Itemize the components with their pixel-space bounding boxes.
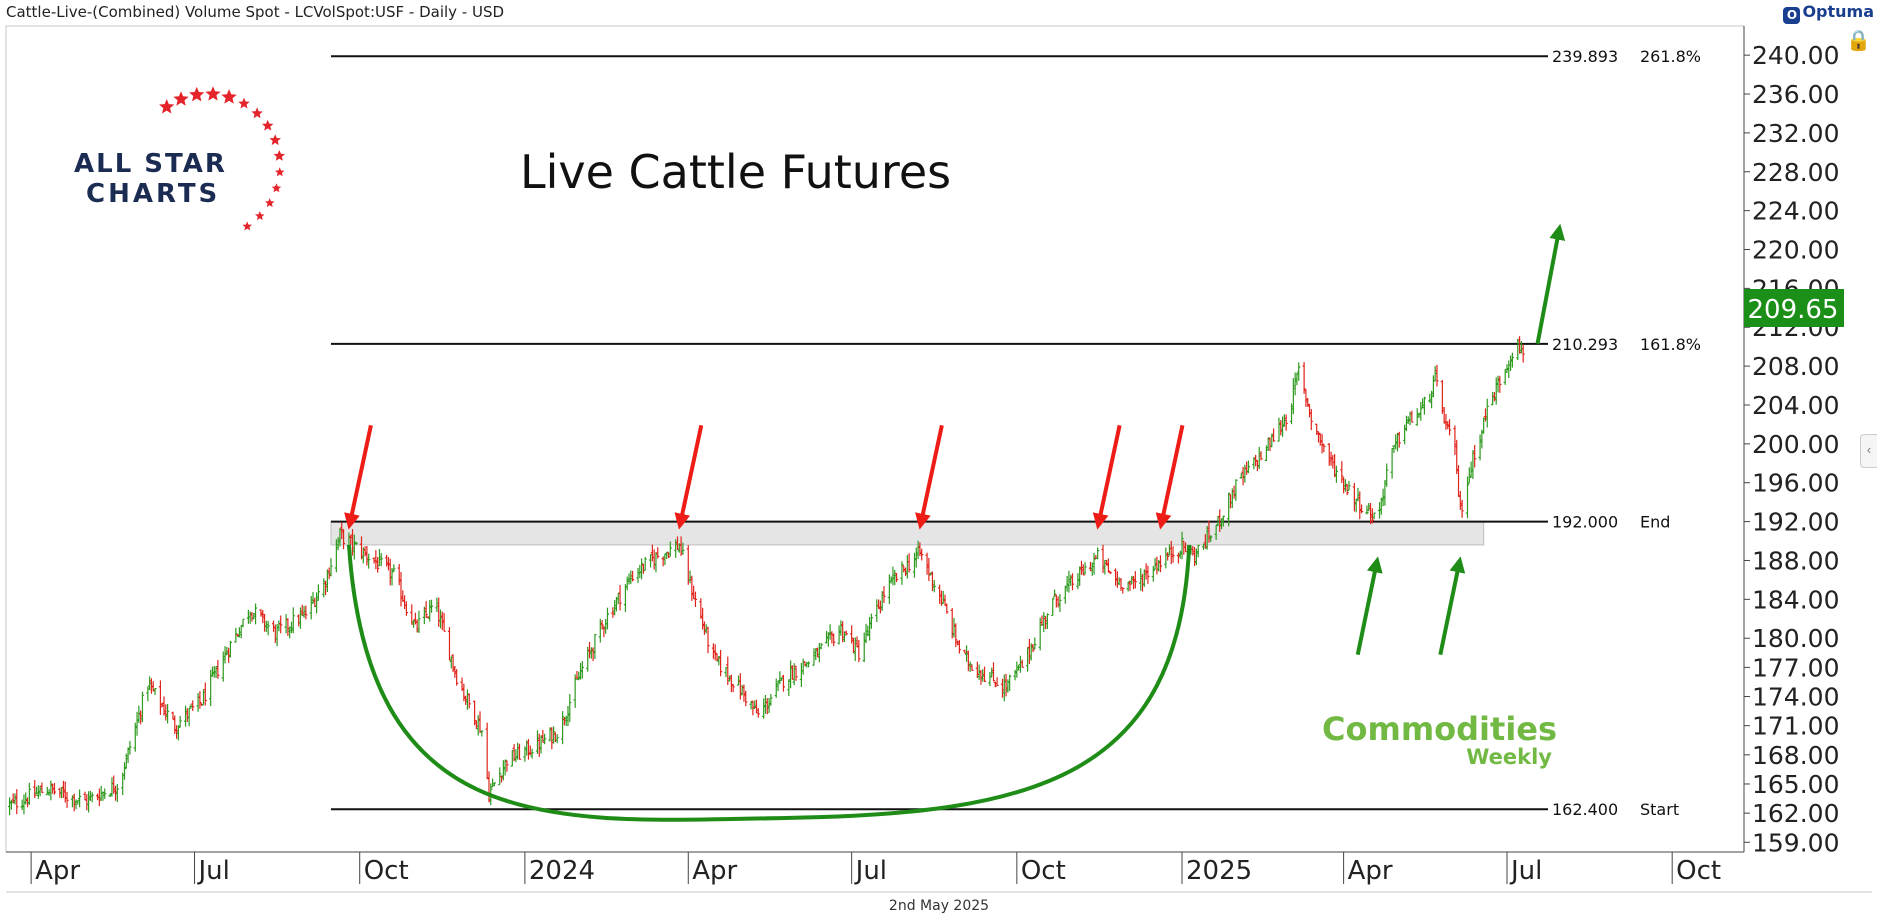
y-tick-label: 224.00 — [1752, 197, 1839, 226]
breakout-arrow — [1535, 223, 1566, 345]
x-tick-label: 2024 — [529, 856, 595, 886]
x-tick-label: Oct — [1021, 856, 1066, 886]
resistance-test-arrow — [1092, 424, 1122, 530]
x-tick-label: Jul — [197, 856, 230, 886]
lock-icon[interactable]: 🔒 — [1846, 30, 1871, 52]
allstar-logo-line1: ALL STAR — [74, 149, 227, 179]
commodities-logo-line1: Commodities — [1322, 710, 1557, 748]
chart-title: Live Cattle Futures — [520, 145, 951, 199]
allstar-logo-line2: CHARTS — [86, 179, 220, 209]
x-tick-label: Apr — [1348, 856, 1393, 886]
fib-level-price-label: 192.000 — [1552, 513, 1618, 532]
logo-star-icon — [221, 89, 237, 104]
y-tick-label: 204.00 — [1752, 391, 1839, 420]
logo-star-icon — [255, 211, 265, 221]
logo-star-icon — [265, 198, 275, 208]
y-tick-label: 159.00 — [1752, 828, 1839, 857]
fib-level-price-label: 239.893 — [1552, 47, 1618, 66]
collapse-panel-chevron-icon[interactable]: ‹ — [1860, 434, 1877, 468]
y-tick-label: 174.00 — [1752, 683, 1839, 712]
logo-stars — [159, 86, 285, 231]
logo-star-icon — [273, 150, 285, 161]
candles-layer — [7, 336, 1525, 816]
logo-star-icon — [189, 86, 205, 102]
optuma-brand-label: Optuma — [1802, 2, 1874, 21]
logo-star-icon — [275, 167, 285, 177]
logo-star-icon — [205, 86, 221, 101]
optuma-logo-icon: O — [1783, 7, 1801, 24]
logo-star-icon — [271, 183, 282, 193]
x-tick-label: Jul — [1509, 856, 1542, 886]
y-tick-label: 236.00 — [1752, 80, 1839, 109]
rounding-bottom-curve — [346, 544, 1192, 822]
fib-level-tag-label: 261.8% — [1640, 47, 1701, 66]
logo-star-icon — [269, 134, 281, 146]
y-tick-label: 168.00 — [1752, 741, 1839, 770]
y-tick-label: 171.00 — [1752, 712, 1839, 741]
y-tick-label: 180.00 — [1752, 624, 1839, 653]
y-tick-label: 196.00 — [1752, 469, 1839, 498]
support-hold-arrow — [1438, 556, 1466, 656]
fib-level-tag-label: End — [1640, 513, 1670, 532]
fib-level-tag-label: Start — [1640, 800, 1679, 819]
fib-level-tag-label: 161.8% — [1640, 335, 1701, 354]
y-tick-label: 240.00 — [1752, 41, 1839, 70]
last-price-value: 209.65 — [1748, 295, 1839, 325]
y-tick-label: 192.00 — [1752, 508, 1839, 537]
resistance-test-arrow — [674, 424, 704, 530]
footer-date: 2nd May 2025 — [888, 898, 990, 914]
y-tick-label: 232.00 — [1752, 119, 1839, 148]
y-tick-label: 188.00 — [1752, 546, 1839, 575]
y-tick-label: 228.00 — [1752, 158, 1839, 187]
x-tick-label: 2025 — [1186, 856, 1252, 886]
allstar-charts-logo: ALL STAR CHARTS — [74, 86, 285, 231]
fib-levels-layer: 239.893 261.8% 210.293 161.8% 192.000 End 162.… — [330, 47, 1701, 819]
last-price-badge: 209.65 — [1744, 289, 1844, 327]
resistance-test-arrow — [344, 424, 373, 530]
logo-star-icon — [251, 107, 263, 119]
logo-star-icon — [242, 221, 252, 231]
fib-level-price-label: 210.293 — [1552, 335, 1618, 354]
x-tick-label: Apr — [35, 856, 80, 886]
y-tick-label: 162.00 — [1752, 799, 1839, 828]
fib-level-price-label: 162.400 — [1552, 800, 1618, 819]
resistance-test-arrow — [1155, 424, 1185, 530]
commodities-logo-line2: Weekly — [1466, 745, 1552, 769]
annotations-layer — [344, 223, 1566, 822]
optuma-brand: O Optuma — [1783, 2, 1874, 24]
y-tick-label: 200.00 — [1752, 430, 1839, 459]
x-tick-label: Apr — [692, 856, 737, 886]
resistance-zone — [330, 521, 1485, 546]
logo-star-icon — [238, 97, 250, 109]
symbol-header: Cattle-Live-(Combined) Volume Spot - LCV… — [6, 3, 505, 21]
x-tick-label: Jul — [854, 856, 887, 886]
x-axis-layer: Apr Jul Oct 2024 Apr Jul Oct 2025 Apr Jul Oct — [30, 852, 1721, 886]
support-hold-arrow — [1355, 556, 1383, 656]
y-tick-label: 177.00 — [1752, 653, 1839, 682]
x-tick-label: Oct — [1676, 856, 1721, 886]
y-axis-layer: 240.00236.00232.00228.00224.00220.00216.… — [1744, 41, 1839, 857]
resistance-test-arrow — [915, 424, 944, 530]
logo-star-icon — [173, 91, 189, 106]
x-tick-label: Oct — [364, 856, 409, 886]
commodities-weekly-logo: Commodities Weekly — [1322, 710, 1557, 769]
logo-star-icon — [262, 119, 274, 131]
y-tick-label: 220.00 — [1752, 236, 1839, 265]
y-tick-label: 184.00 — [1752, 585, 1839, 614]
resistance-zone-layer — [330, 521, 1485, 546]
logo-star-icon — [159, 99, 175, 114]
y-tick-label: 208.00 — [1752, 352, 1839, 381]
y-tick-label: 165.00 — [1752, 770, 1839, 799]
